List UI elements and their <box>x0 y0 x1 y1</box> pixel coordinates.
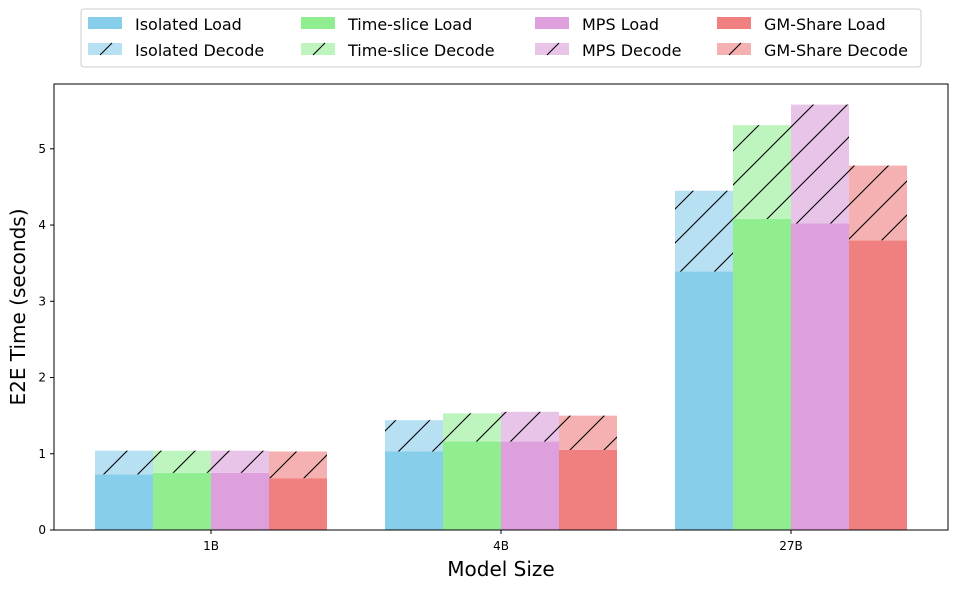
bar-gm-share-decode-hatch-1b <box>269 451 327 479</box>
legend-swatch-time-slice-decode <box>301 43 335 55</box>
bar-isolated-load-4b <box>385 451 443 530</box>
legend-hatch-gm-share-decode <box>728 42 742 56</box>
y-axis-title: E2E Time (seconds) <box>6 208 30 405</box>
legend-hatch-mps-decode <box>546 42 560 56</box>
legend-swatch-time-slice-load <box>301 17 335 29</box>
bar-gm-share-decode-hatch-4b <box>559 415 617 450</box>
bar-mps-decode-hatch-27b <box>791 104 849 224</box>
y-tick-label: 4 <box>38 218 46 232</box>
legend-label-gm-share-decode: GM-Share Decode <box>764 41 908 60</box>
legend-swatch-gm-share-load <box>717 17 751 29</box>
bar-time-slice-load-27b <box>733 218 791 530</box>
legend-label-time-slice-load: Time-slice Load <box>347 15 472 34</box>
legend-swatch-mps-decode <box>535 43 569 55</box>
x-axis: 1B 4B 27B <box>203 530 803 553</box>
bar-mps-load-4b <box>501 441 559 530</box>
legend-swatch-isolated-load <box>88 17 122 29</box>
bar-mps-load-1b <box>211 472 269 530</box>
bar-gm-share-decode-hatch-27b <box>849 165 907 241</box>
legend-swatch-isolated-decode <box>88 43 122 55</box>
y-tick-label: 2 <box>38 371 46 385</box>
y-tick-label: 5 <box>38 142 46 156</box>
bar-isolated-decode-hatch-4b <box>385 420 443 452</box>
x-tick-label: 1B <box>203 539 219 553</box>
bar-gm-share-load-1b <box>269 478 327 530</box>
y-tick-label: 3 <box>38 294 46 308</box>
bar-time-slice-decode-hatch-27b <box>733 125 791 219</box>
legend-swatch-mps-load <box>535 17 569 29</box>
legend-frame <box>80 8 922 68</box>
bar-mps-decode-hatch-1b <box>211 450 269 473</box>
x-tick-label: 27B <box>779 539 803 553</box>
legend-label-isolated-load: Isolated Load <box>135 15 242 34</box>
bar-time-slice-decode-hatch-1b <box>153 450 211 473</box>
y-axis: 0 1 2 3 4 5 <box>38 142 54 537</box>
legend-hatch-isolated-decode <box>99 42 113 56</box>
bar-gm-share-load-4b <box>559 449 617 530</box>
x-tick-label: 4B <box>493 539 509 553</box>
bar-isolated-decode-hatch-1b <box>95 450 153 475</box>
bar-mps-decode-hatch-4b <box>501 411 559 442</box>
legend-hatch-time-slice-decode <box>312 42 326 56</box>
legend-label-gm-share-load: GM-Share Load <box>764 15 886 34</box>
bar-time-slice-load-1b <box>153 472 211 530</box>
bar-time-slice-decode-hatch-4b <box>443 413 501 442</box>
legend: Isolated Load Isolated Decode Time-slice L… <box>80 8 922 68</box>
bar-mps-load-27b <box>791 223 849 530</box>
bar-time-slice-load-4b <box>443 441 501 530</box>
legend-label-mps-decode: MPS Decode <box>582 41 681 60</box>
y-tick-label: 1 <box>38 447 46 461</box>
legend-label-isolated-decode: Isolated Decode <box>135 41 264 60</box>
bar-isolated-decode-hatch-27b <box>675 190 733 272</box>
legend-label-mps-load: MPS Load <box>582 15 659 34</box>
bar-isolated-load-1b <box>95 474 153 530</box>
bar-gm-share-load-27b <box>849 240 907 531</box>
legend-swatch-gm-share-decode <box>717 43 751 55</box>
legend-label-time-slice-decode: Time-slice Decode <box>347 41 495 60</box>
bar-isolated-load-27b <box>675 271 733 530</box>
y-tick-label: 0 <box>38 523 46 537</box>
x-axis-title: Model Size <box>447 557 554 581</box>
bars-layer <box>95 104 907 531</box>
